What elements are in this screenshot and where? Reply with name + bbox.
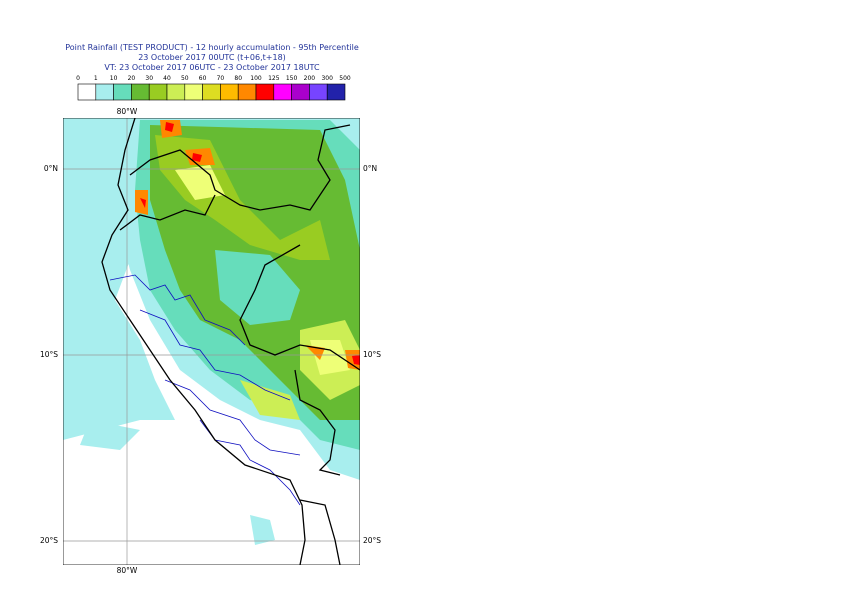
- legend-swatch: [148, 83, 168, 101]
- legend-label: 50: [181, 75, 189, 82]
- base-time: 23 October 2017 00UTC (t+06,t+18): [138, 53, 286, 62]
- lat-label: 0°N: [363, 164, 377, 173]
- legend-swatch: [184, 83, 203, 101]
- legend-label: 100: [250, 75, 262, 82]
- legend-swatch: [77, 83, 97, 101]
- title: Point Rainfall (TEST PRODUCT) - 12 hourl…: [65, 43, 359, 52]
- legend-swatch: [237, 83, 257, 101]
- legend: 0 1 10 20 30 40 50 60 70 80 100 125 150 200 300 500: [76, 75, 351, 101]
- legend-swatch: [291, 83, 310, 101]
- legend-label: 10: [110, 75, 118, 82]
- lat-label: 20°S: [40, 536, 58, 545]
- legend-label: 300: [321, 75, 333, 82]
- legend-label: 60: [199, 75, 207, 82]
- legend-swatch: [202, 83, 221, 101]
- legend-label: 125: [268, 75, 280, 82]
- legend-swatch: [309, 83, 328, 101]
- legend-label: 0: [76, 75, 80, 82]
- legend-swatch: [113, 83, 132, 101]
- lat-label: 0°N: [44, 164, 58, 173]
- legend-label: 30: [145, 75, 153, 82]
- legend-swatch: [326, 83, 346, 101]
- legend-swatch: [273, 83, 292, 101]
- valid-time: VT: 23 October 2017 06UTC - 23 October 2…: [104, 63, 320, 72]
- legend-swatch: [166, 83, 186, 101]
- legend-swatch: [131, 83, 150, 101]
- legend-swatch: [255, 83, 275, 101]
- lat-label: 10°S: [363, 350, 381, 359]
- legend-swatch: [220, 83, 239, 101]
- lat-label: 20°S: [363, 536, 381, 545]
- map: [63, 118, 360, 565]
- lon-label: 80°W: [117, 566, 138, 575]
- legend-label: 500: [339, 75, 351, 82]
- legend-label: 1: [94, 75, 98, 82]
- legend-label: 20: [128, 75, 136, 82]
- legend-swatch: [95, 83, 114, 101]
- legend-label: 150: [286, 75, 298, 82]
- lat-label: 10°S: [40, 350, 58, 359]
- legend-label: 40: [163, 75, 171, 82]
- lon-label: 80°W: [117, 107, 138, 116]
- legend-label: 200: [304, 75, 316, 82]
- legend-label: 80: [234, 75, 242, 82]
- legend-label: 70: [217, 75, 225, 82]
